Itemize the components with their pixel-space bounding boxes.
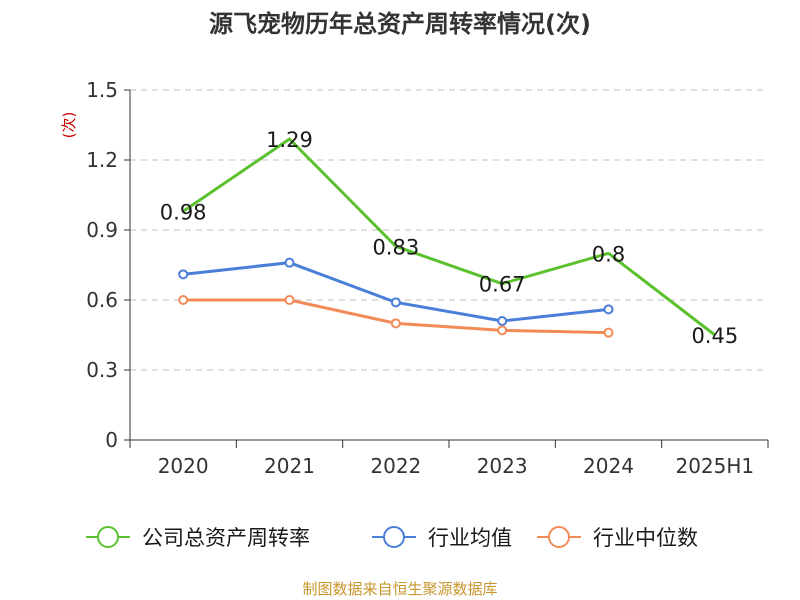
axes: 0 0.3 0.6 0.9 1.2 1.5 2020 2021 2022 2023 2024 2025… [60, 78, 769, 478]
legend-label: 公司总资产周转率 [142, 526, 310, 550]
x-tick-label: 2021 [264, 454, 315, 478]
data-label: 0.83 [372, 235, 419, 259]
series-point [390, 297, 401, 308]
y-axis-label: (次) [60, 112, 78, 139]
series-point [603, 327, 614, 338]
series-point [284, 295, 295, 305]
y-tick-label: 0.6 [86, 288, 118, 312]
data-label: 0.8 [592, 242, 625, 266]
legend-marker [97, 526, 119, 548]
legend-marker [548, 526, 570, 548]
legend-label: 行业中位数 [593, 526, 698, 550]
y-tick-label: 0.3 [86, 358, 118, 382]
chart-title: 源飞宠物历年总资产周转率情况(次) [209, 10, 591, 38]
grid-lines [130, 89, 768, 371]
data-label: 1.29 [266, 128, 313, 152]
x-tick-label: 2022 [370, 454, 421, 478]
y-tick-label: 0 [105, 428, 118, 452]
series-lines [178, 137, 716, 338]
y-tick-label: 0.9 [86, 218, 118, 242]
legend-marker [383, 526, 405, 548]
x-tick-label: 2023 [477, 454, 528, 478]
y-tick-label: 1.5 [86, 78, 118, 102]
data-labels: 0.98 1.29 0.83 0.67 0.8 0.45 [160, 128, 738, 348]
y-tick-label: 1.2 [86, 148, 118, 172]
series-line-0 [182, 137, 716, 337]
series-point [178, 295, 189, 305]
legend: 公司总资产周转率 行业均值 行业中位数 [86, 526, 698, 550]
x-tick-label: 2020 [158, 454, 209, 478]
source-note: 制图数据来自恒生聚源数据库 [302, 580, 498, 598]
data-label: 0.67 [479, 273, 526, 297]
data-label: 0.98 [160, 200, 207, 224]
series-point [284, 257, 295, 268]
legend-label: 行业均值 [428, 526, 512, 550]
x-tick-label: 2024 [583, 454, 634, 478]
series-point [178, 269, 189, 280]
data-label: 0.45 [691, 324, 738, 348]
x-tick-label: 2025H1 [675, 454, 754, 478]
series-point [497, 325, 508, 336]
series-point [497, 316, 508, 326]
series-point [603, 304, 614, 315]
series-point [390, 318, 401, 329]
